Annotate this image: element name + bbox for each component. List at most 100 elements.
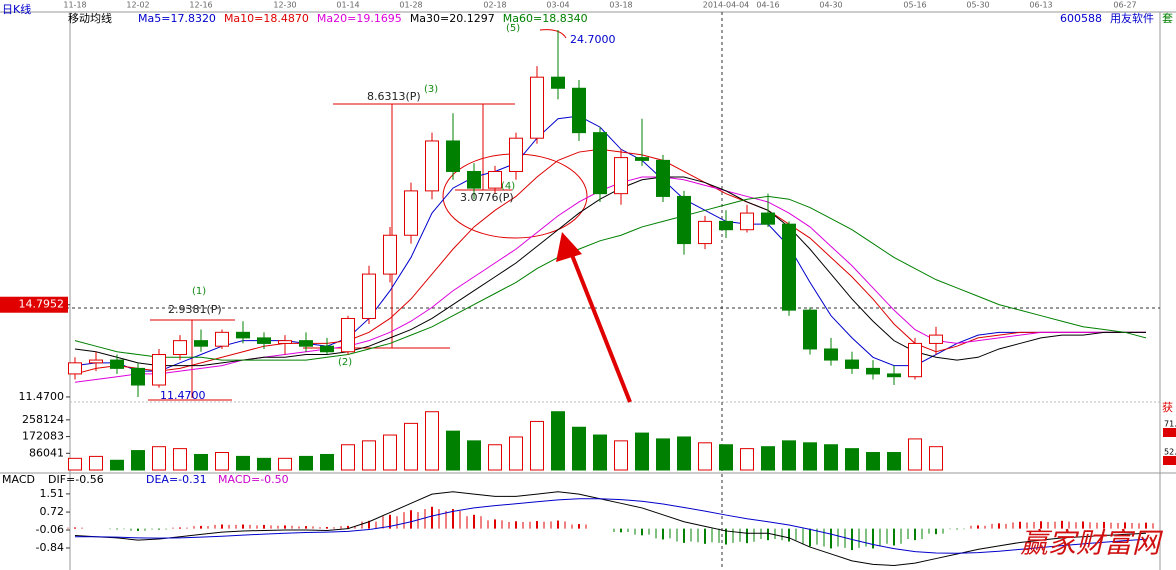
candle-body — [446, 140, 460, 172]
candle-body — [551, 76, 565, 89]
right-block — [1163, 428, 1176, 437]
x-tick-label: 05-16 — [903, 1, 926, 10]
legend-entry: Ma5=17.8320 — [138, 12, 216, 25]
candle-body — [740, 212, 754, 231]
candle-body — [803, 309, 817, 350]
volume-bar — [530, 420, 544, 471]
volume-bar — [635, 432, 649, 471]
x-tick-label: 04-16 — [756, 1, 779, 10]
candle-body — [215, 331, 229, 347]
x-tick-label: 01-14 — [336, 1, 359, 10]
arrow-head — [556, 232, 582, 262]
volume-bar — [929, 446, 943, 471]
candle-body — [530, 76, 544, 139]
volume-bar — [257, 457, 271, 471]
candle-body — [719, 220, 733, 231]
indicator-label: 移动均线 — [68, 11, 112, 25]
candle-body — [929, 334, 943, 344]
candle-body — [236, 331, 250, 339]
y-tick-label: 172083 — [22, 430, 64, 443]
volume-bar — [782, 440, 796, 471]
y-tick-label: 258124 — [22, 413, 64, 426]
ma-line — [74, 176, 1146, 367]
candle-body — [173, 340, 187, 356]
annotation: (1) — [192, 286, 206, 297]
volume-bar — [173, 448, 187, 471]
volume-bar — [488, 444, 502, 471]
wave-lines — [148, 29, 588, 401]
volume-bar — [509, 436, 523, 471]
candle-body — [299, 340, 313, 347]
volume-bar — [740, 448, 754, 471]
edge-label: 套 — [1162, 12, 1173, 25]
volume-bar — [677, 436, 691, 471]
right-value: 52. — [1164, 448, 1176, 457]
volume-bar — [572, 426, 586, 471]
x-tick-label: 03-18 — [609, 1, 632, 10]
volume-bar — [194, 453, 208, 471]
y-tick-label: 11.4700 — [19, 390, 65, 403]
y-tick-label: 1.51 — [40, 487, 65, 500]
candle-body — [824, 348, 838, 361]
x-tick-label: 03-04 — [546, 1, 569, 10]
annotation: 24.7000 — [570, 33, 616, 46]
right-tag: 获 — [1162, 401, 1173, 414]
volume-bar — [803, 442, 817, 471]
arrow-shaft — [568, 249, 632, 403]
candle-body — [488, 170, 502, 189]
stock-code: 600588 — [1060, 12, 1102, 25]
candle-body — [761, 212, 775, 225]
volume-bar — [593, 434, 607, 471]
candle-body — [908, 342, 922, 378]
macd-line — [75, 498, 1147, 554]
volume-bar — [215, 452, 229, 471]
volume-bar — [299, 455, 313, 471]
candle-body — [782, 223, 796, 311]
volume-bar — [845, 448, 859, 471]
volume-bar — [425, 411, 439, 471]
volume-bar — [89, 455, 103, 471]
ma-line — [74, 115, 1146, 372]
marks: 11.4700 14.7952 11-18 12-02 12-16 12-30 01-14 0… — [0, 1, 1154, 566]
x-tick-label: 02-18 — [483, 1, 506, 10]
arrow — [556, 232, 632, 403]
x-tick-label: 11-18 — [63, 1, 86, 10]
volume-bar — [446, 430, 460, 471]
volume-bar — [467, 440, 481, 471]
x-tick-label: 12-02 — [126, 1, 149, 10]
candle-body — [656, 159, 670, 197]
candle-body — [362, 273, 376, 319]
volume-bar — [698, 442, 712, 471]
candle-body — [887, 373, 901, 378]
candle-body — [320, 345, 334, 353]
volume-bar — [278, 457, 292, 471]
wave-line — [539, 29, 567, 39]
candle-body — [404, 190, 418, 236]
volume-bar — [341, 444, 355, 471]
annotation: (3) — [424, 84, 438, 95]
candle-body — [509, 137, 523, 172]
volume-bar — [404, 422, 418, 471]
right-block — [1163, 456, 1176, 465]
right-value: 71. — [1164, 420, 1176, 429]
x-tick-label: 06-27 — [1113, 1, 1136, 10]
candle-body — [677, 195, 691, 245]
stock-name: 用友软件 — [1110, 11, 1154, 25]
x-tick-label: 01-28 — [399, 1, 422, 10]
candle-body — [572, 87, 586, 134]
x-tick-label: 06-13 — [1029, 1, 1052, 10]
volume-bar — [656, 438, 670, 471]
volume-bar — [362, 440, 376, 471]
ma-line — [74, 195, 1147, 361]
legend-entry: Ma30=20.1297 — [410, 12, 495, 25]
volume-bar — [614, 440, 628, 471]
volume-bar — [383, 434, 397, 471]
volume-bar — [866, 452, 880, 471]
candle-body — [110, 359, 124, 369]
y-tick-label: 0.72 — [40, 505, 65, 518]
watermark: 赢家财富网 — [1020, 528, 1164, 559]
y-tick-label: 14.7952 — [19, 298, 65, 311]
volume-bar — [551, 411, 565, 471]
candle-body — [278, 340, 292, 344]
